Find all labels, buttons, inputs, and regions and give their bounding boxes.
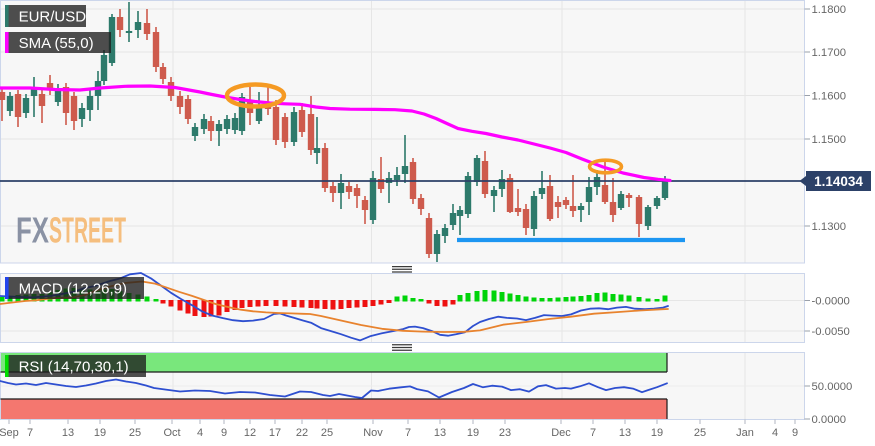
- svg-text:7: 7: [590, 427, 596, 439]
- svg-text:SMA (55,0): SMA (55,0): [19, 35, 94, 52]
- svg-text:22: 22: [296, 427, 308, 439]
- svg-text:7: 7: [405, 427, 411, 439]
- svg-text:1.1500: 1.1500: [812, 134, 847, 146]
- svg-text:STREET: STREET: [49, 210, 126, 251]
- svg-text:4: 4: [197, 427, 203, 439]
- svg-text:50.0000: 50.0000: [812, 381, 853, 393]
- svg-text:1.14034: 1.14034: [814, 174, 863, 189]
- svg-text:23: 23: [499, 427, 511, 439]
- svg-text:Jan: Jan: [736, 427, 754, 439]
- svg-text:12: 12: [244, 427, 256, 439]
- svg-text:19: 19: [94, 427, 106, 439]
- svg-text:19: 19: [651, 427, 663, 439]
- svg-text:4: 4: [772, 427, 778, 439]
- svg-text:0.0000: 0.0000: [812, 414, 847, 426]
- svg-text:19: 19: [467, 427, 479, 439]
- svg-text:MACD (12,26,9): MACD (12,26,9): [19, 280, 127, 297]
- svg-text:13: 13: [62, 427, 74, 439]
- svg-text:-0.0000: -0.0000: [812, 296, 850, 308]
- svg-text:13: 13: [619, 427, 631, 439]
- svg-text:FX: FX: [16, 210, 49, 251]
- svg-text:Sep: Sep: [0, 427, 19, 439]
- svg-text:25: 25: [321, 427, 333, 439]
- svg-text:25: 25: [129, 427, 141, 439]
- svg-text:Oct: Oct: [163, 427, 180, 439]
- svg-text:17: 17: [269, 427, 281, 439]
- svg-text:Dec: Dec: [551, 427, 571, 439]
- svg-text:9: 9: [792, 427, 798, 439]
- svg-text:-0.0050: -0.0050: [812, 326, 850, 338]
- svg-text:Nov: Nov: [363, 427, 383, 439]
- svg-text:9: 9: [221, 427, 227, 439]
- svg-text:1.1800: 1.1800: [812, 4, 847, 16]
- svg-text:1.1600: 1.1600: [812, 91, 847, 103]
- svg-text:7: 7: [27, 427, 33, 439]
- svg-text:25: 25: [694, 427, 706, 439]
- svg-text:RSI (14,70,30,1): RSI (14,70,30,1): [19, 358, 129, 375]
- svg-text:1.1300: 1.1300: [812, 221, 847, 233]
- svg-text:EUR/USD: EUR/USD: [19, 8, 87, 25]
- svg-text:1.1700: 1.1700: [812, 47, 847, 59]
- svg-text:13: 13: [434, 427, 446, 439]
